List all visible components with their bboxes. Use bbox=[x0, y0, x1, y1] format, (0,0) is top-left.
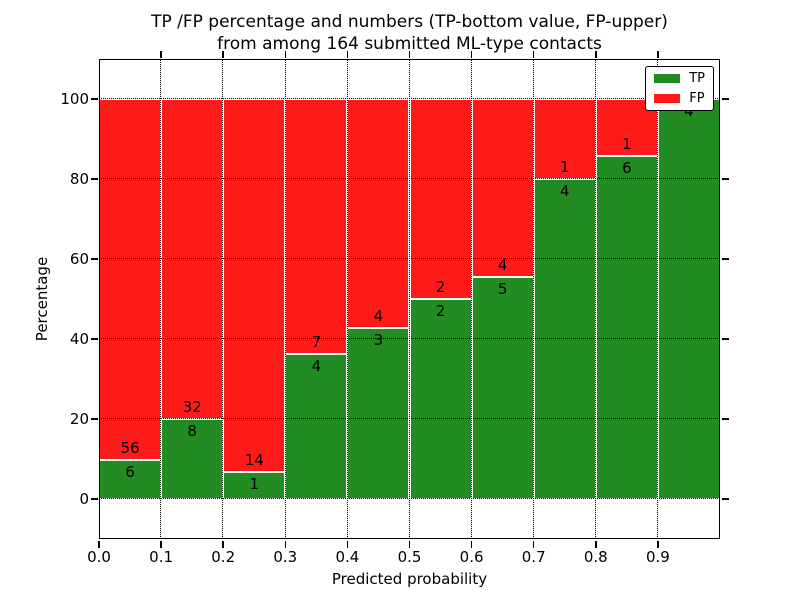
y-tick-label: 40 bbox=[69, 330, 89, 348]
bar-segment-fp bbox=[533, 99, 596, 179]
x-tick-bottom bbox=[346, 540, 349, 548]
y-tick-right bbox=[721, 98, 729, 100]
x-tick-bottom bbox=[470, 540, 473, 548]
legend-item-tp: TP bbox=[654, 72, 705, 85]
x-tick-label: 0.2 bbox=[211, 548, 236, 566]
y-tick-left bbox=[90, 258, 98, 260]
legend-item-fp: FP bbox=[654, 92, 705, 105]
bar-segment-tp bbox=[409, 299, 472, 499]
y-tick-right bbox=[721, 418, 729, 420]
y-tick-left bbox=[90, 178, 98, 180]
legend-label-fp: FP bbox=[689, 91, 705, 106]
bar-segment-fp bbox=[409, 99, 472, 299]
chart-title-line2: from among 164 submitted ML-type contact… bbox=[217, 34, 602, 54]
bar-segment-fp bbox=[161, 99, 224, 419]
y-tick-label: 100 bbox=[60, 90, 89, 108]
bar-segment-fp bbox=[471, 99, 534, 277]
bar-segment-fp bbox=[347, 99, 410, 328]
x-tick-label: 0.4 bbox=[335, 548, 360, 566]
y-tick-label: 60 bbox=[69, 250, 89, 268]
x-tick-label: 0.5 bbox=[397, 548, 422, 566]
x-tick-bottom bbox=[284, 540, 287, 548]
bars-layer bbox=[99, 59, 720, 539]
y-tick-label: 20 bbox=[69, 410, 89, 428]
y-tick-right bbox=[721, 258, 729, 260]
y-tick-right bbox=[721, 178, 729, 180]
legend-label-tp: TP bbox=[689, 71, 705, 86]
bar-segment-fp bbox=[223, 99, 286, 473]
x-tick-label: 0.1 bbox=[149, 548, 174, 566]
y-tick-left bbox=[90, 338, 98, 340]
bar-segment-tp bbox=[595, 156, 658, 499]
x-tick-label: 0.6 bbox=[459, 548, 484, 566]
bar-segment-tp bbox=[223, 472, 286, 499]
bar-segment-tp bbox=[99, 460, 162, 499]
y-tick-label: 0 bbox=[79, 490, 89, 508]
x-tick-bottom bbox=[222, 540, 224, 548]
bar-segment-tp bbox=[161, 419, 224, 499]
x-tick-bottom bbox=[532, 540, 535, 548]
y-tick-left bbox=[90, 98, 98, 100]
y-tick-right bbox=[721, 338, 729, 340]
chart-title: TP /FP percentage and numbers (TP-bottom… bbox=[99, 11, 720, 55]
y-tick-left bbox=[90, 418, 98, 420]
x-tick-bottom bbox=[160, 540, 162, 548]
x-tick-bottom bbox=[595, 540, 597, 548]
bar-segment-fp bbox=[99, 99, 162, 461]
x-tick-bottom bbox=[657, 540, 659, 548]
x-axis-label: Predicted probability bbox=[331, 570, 488, 588]
y-tick-label: 80 bbox=[69, 170, 89, 188]
bar-segment-tp bbox=[657, 99, 720, 499]
legend-swatch-fp bbox=[654, 94, 681, 103]
x-tick-label: 0.3 bbox=[273, 548, 298, 566]
bar-segment-tp bbox=[347, 327, 410, 499]
x-tick-bottom bbox=[98, 540, 100, 548]
legend-swatch-tp bbox=[654, 74, 681, 83]
x-tick-label: 0.7 bbox=[521, 548, 546, 566]
x-tick-label: 0.9 bbox=[645, 548, 670, 566]
x-tick-bottom bbox=[408, 540, 411, 548]
bar-segment-fp bbox=[285, 99, 348, 354]
plot-area: 56 6 32 8 14 1 7 4 4 3 2 2 4 5 1 4 1 6 4 0 20 40 60 80 100 0.0 0.… bbox=[33, 50, 729, 588]
y-axis-label: Percentage bbox=[33, 256, 51, 342]
legend: TP FP bbox=[645, 66, 714, 111]
y-tick-left bbox=[90, 498, 98, 500]
x-tick-label: 0.0 bbox=[87, 548, 111, 566]
bar-segment-tp bbox=[285, 353, 348, 499]
chart-title-line1: TP /FP percentage and numbers (TP-bottom… bbox=[151, 12, 668, 32]
bar-segment-tp bbox=[471, 276, 534, 499]
bar-segment-tp bbox=[533, 179, 596, 499]
x-tick-label: 0.8 bbox=[583, 548, 608, 566]
y-tick-right bbox=[721, 498, 729, 500]
